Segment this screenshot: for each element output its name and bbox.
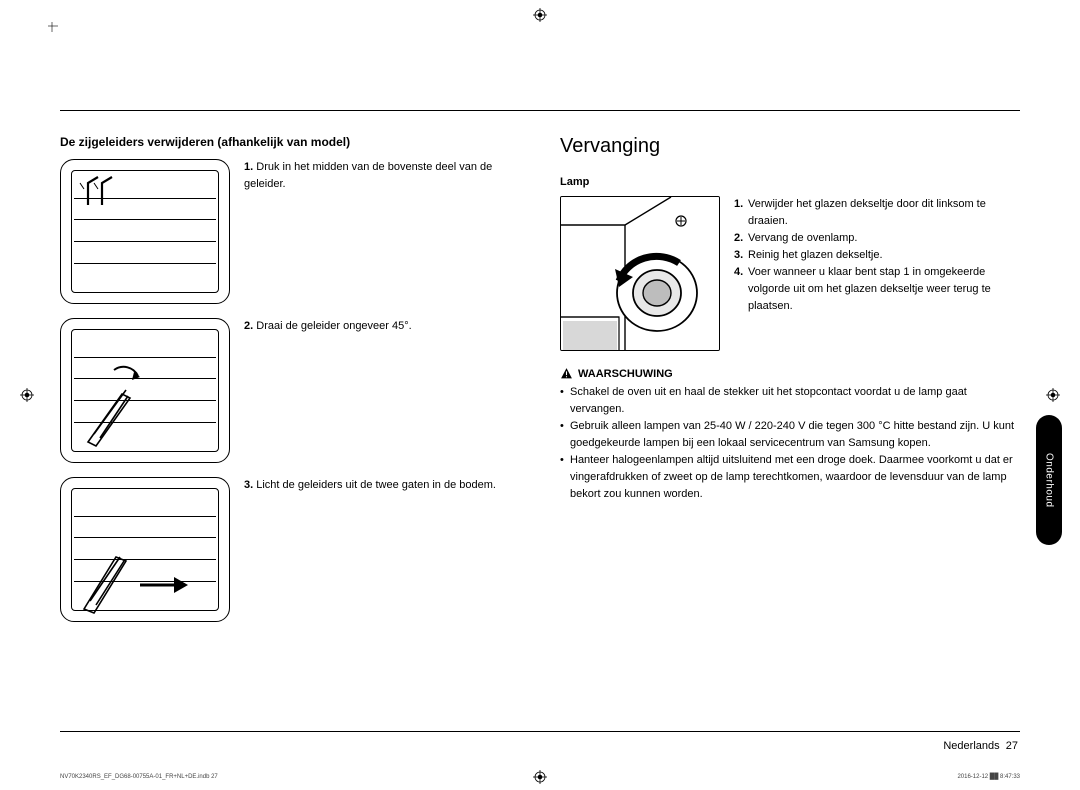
page-content: De zijgeleiders verwijderen (afhankelijk… (60, 110, 1020, 730)
step-1: 1. Druk in het midden van de bovenste de… (60, 159, 515, 304)
lamp-block: 1.Verwijder het glazen dekseltje door di… (560, 196, 1020, 351)
warning-header: WAARSCHUWING (560, 367, 1020, 380)
heading-vervanging: Vervanging (560, 135, 1020, 158)
warning-label: WAARSCHUWING (578, 368, 673, 380)
warning-icon (560, 367, 573, 380)
footer-filename: NV70K2340RS_EF_DG68-00755A-01_FR+NL+DE.i… (60, 774, 218, 780)
rule-top (60, 110, 1020, 111)
step-1-figure (60, 159, 230, 304)
registration-mark-left (20, 388, 34, 402)
registration-mark-top (533, 8, 547, 22)
step-1-text: 1. Druk in het midden van de bovenste de… (244, 159, 515, 192)
step-2-text: 2. Draai de geleider ongeveer 45°. (244, 318, 515, 335)
registration-mark-right (1046, 388, 1060, 402)
column-left: De zijgeleiders verwijderen (afhankelijk… (60, 135, 515, 636)
lamp-title: Lamp (560, 176, 1020, 188)
warning-bullets: •Schakel de oven uit en haal de stekker … (560, 384, 1020, 503)
footer-timestamp: 2016-12-12 ██ 8:47:33 (957, 774, 1020, 780)
column-right: Vervanging Lamp (560, 135, 1020, 503)
lamp-figure (560, 196, 720, 351)
step-3: 3. Licht de geleiders uit de twee gaten … (60, 477, 515, 622)
step-2-figure (60, 318, 230, 463)
registration-mark-bottom (533, 770, 547, 784)
step-3-text: 3. Licht de geleiders uit de twee gaten … (244, 477, 515, 494)
lamp-steps: 1.Verwijder het glazen dekseltje door di… (734, 196, 1020, 315)
side-tab-onderhoud: Onderhoud (1036, 415, 1062, 545)
crop-mark-tl (46, 20, 58, 32)
rule-bottom (60, 731, 1020, 732)
page-number: Nederlands 27 (943, 740, 1018, 752)
left-section-title: De zijgeleiders verwijderen (afhankelijk… (60, 135, 515, 149)
step-2: 2. Draai de geleider ongeveer 45°. (60, 318, 515, 463)
step-3-figure (60, 477, 230, 622)
